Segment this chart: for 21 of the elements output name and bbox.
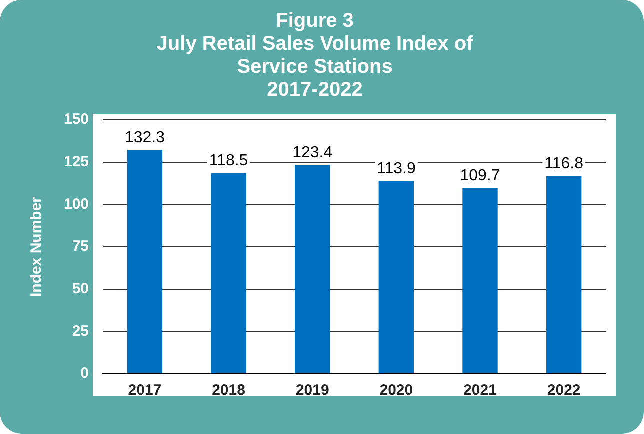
- y-tick-label: 50: [72, 280, 90, 298]
- data-label: 132.3: [124, 129, 166, 146]
- x-tick-label: 2018: [212, 382, 246, 400]
- x-tick-label: 2020: [380, 382, 414, 400]
- data-label: 123.4: [292, 144, 333, 162]
- data-label: 109.7: [460, 168, 500, 185]
- data-label: 116.8: [544, 156, 584, 173]
- data-label: 118.5: [209, 152, 248, 170]
- x-tick-label: 2019: [296, 382, 330, 400]
- y-tick-label: 100: [64, 196, 90, 213]
- x-tick-label: 2017: [128, 382, 162, 400]
- y-tick-label: 25: [72, 322, 90, 340]
- y-tick-label: 125: [64, 153, 90, 170]
- y-tick-label: 0: [80, 365, 90, 382]
- x-tick-label: 2021: [464, 382, 497, 400]
- x-tick-label: 2022: [547, 382, 581, 400]
- y-tick-label: 150: [64, 111, 90, 128]
- data-label: 113.9: [377, 160, 416, 178]
- chart-title: Figure 3 July Retail Sales Volume Index of Service Stations 2017-2022: [156, 10, 474, 102]
- y-tick-label: 75: [72, 238, 90, 256]
- y-axis-title: Index Number: [28, 196, 46, 298]
